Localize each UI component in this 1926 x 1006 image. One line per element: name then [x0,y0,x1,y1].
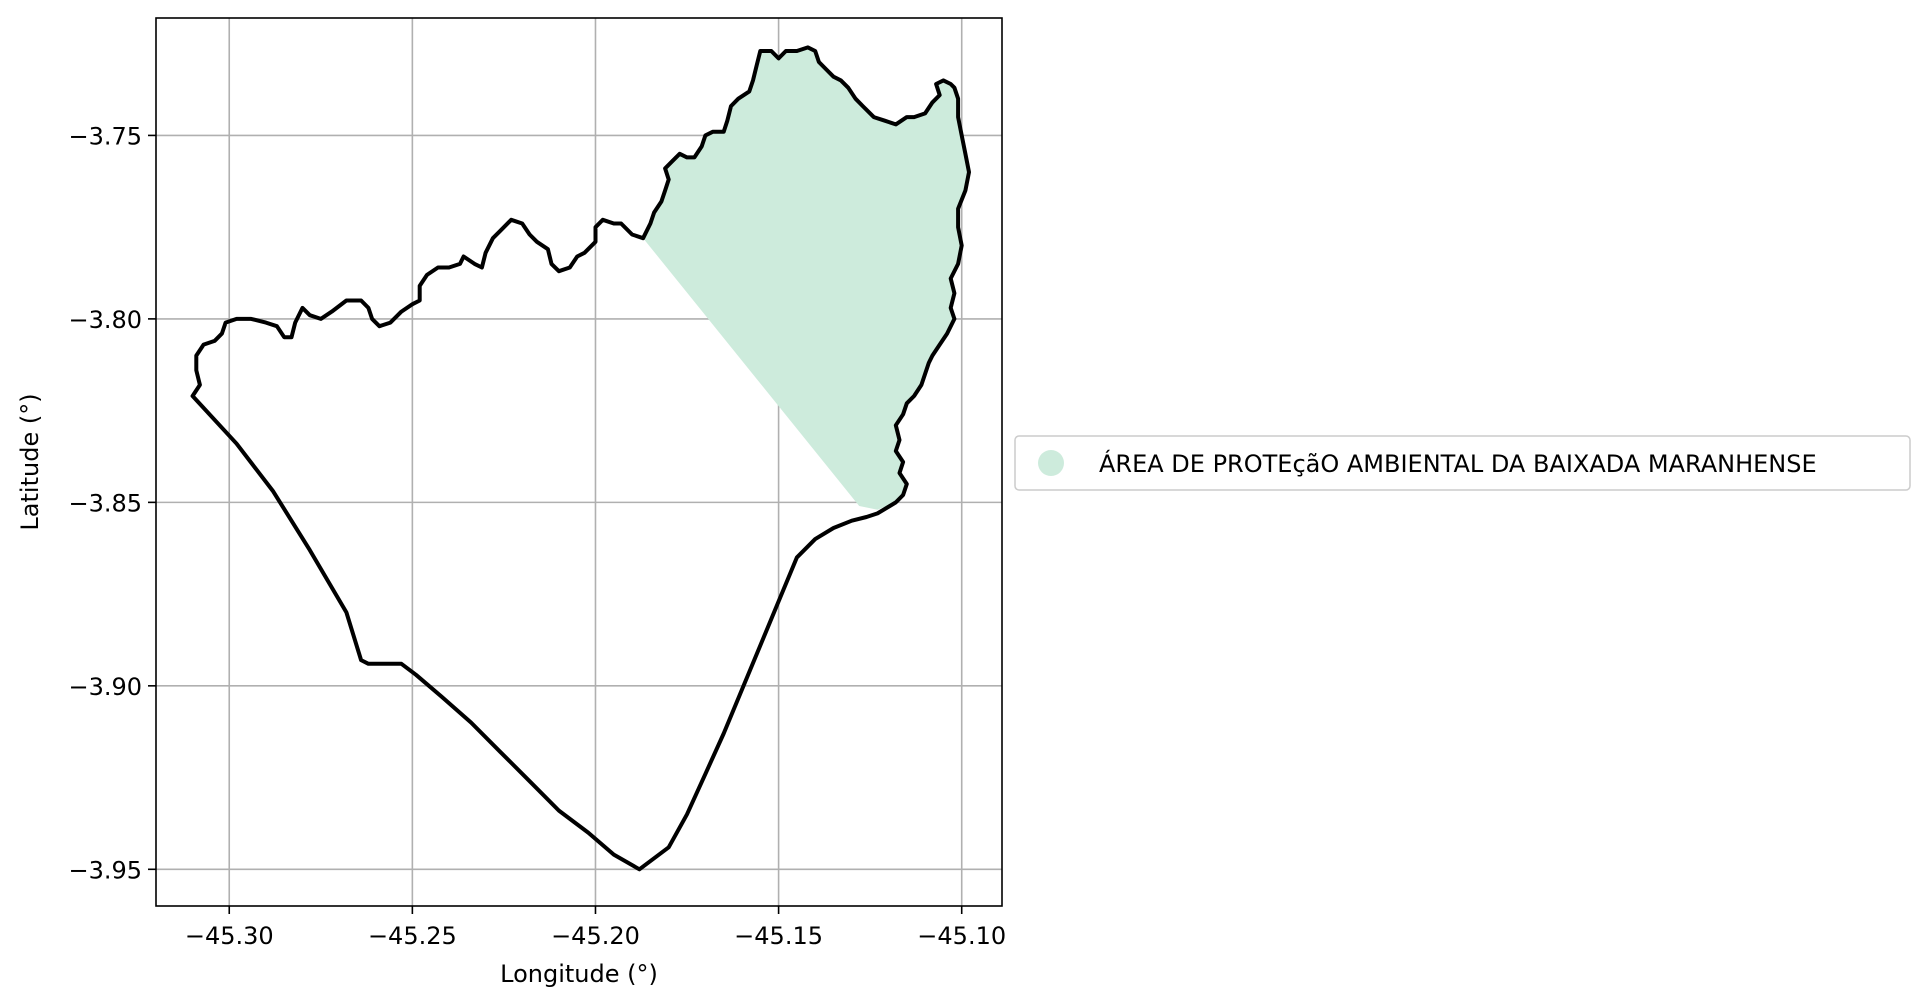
y-tick-label: −3.85 [68,489,142,517]
y-axis-ticks: −3.75 −3.80 −3.85 −3.90 −3.95 [68,122,156,884]
x-tick-label: −45.10 [917,922,1006,950]
x-tick-label: −45.15 [734,922,823,950]
y-tick-label: −3.80 [68,306,142,334]
y-axis-label: Latitude (°) [16,393,44,530]
y-tick-label: −3.75 [68,122,142,150]
x-axis-label: Longitude (°) [500,960,658,988]
x-tick-label: −45.25 [368,922,457,950]
x-tick-label: −45.30 [185,922,274,950]
municipality-boundary [190,45,971,872]
y-tick-label: −3.95 [68,856,142,884]
x-axis-ticks: −45.30 −45.25 −45.20 −45.15 −45.10 [185,906,1006,950]
legend-box [1014,435,1911,491]
legend-marker [1038,450,1064,476]
plot-frame [155,17,1003,907]
x-tick-label: −45.20 [551,922,640,950]
y-tick-label: −3.90 [68,673,142,701]
legend-label: ÁREA DE PROTEçãO AMBIENTAL DA BAIXADA MA… [1099,449,1817,478]
protected-area-polygon [643,47,969,510]
legend: ÁREA DE PROTEçãO AMBIENTAL DA BAIXADA MA… [1014,435,1911,491]
